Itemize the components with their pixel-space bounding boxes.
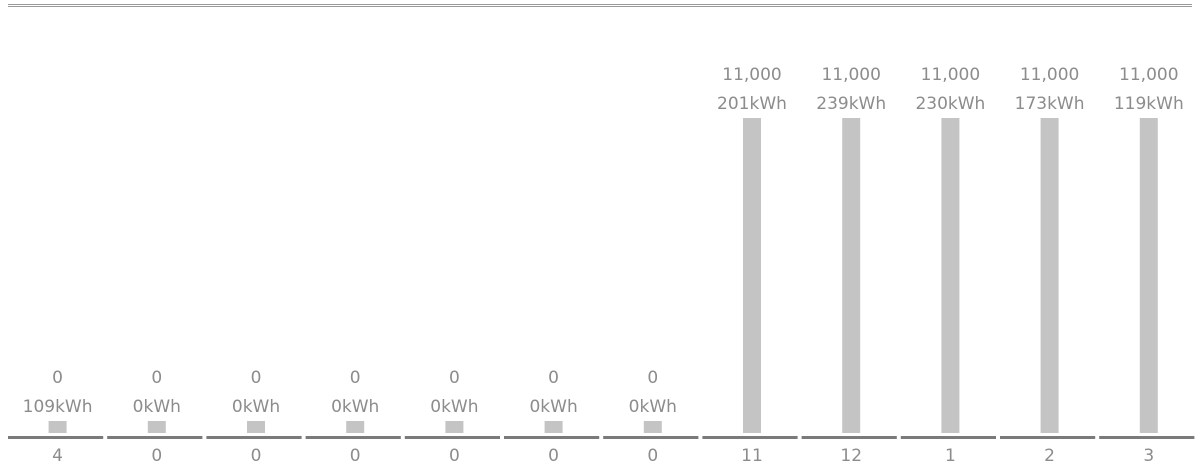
baseline-segment — [107, 436, 203, 439]
bar-amount-label: 0 — [548, 368, 559, 388]
x-tick-label: 3 — [1143, 446, 1154, 466]
bar-amount-label: 0 — [251, 368, 262, 388]
bar-kwh-label: 0kWh — [331, 397, 379, 417]
bar-kwh-label: 0kWh — [430, 397, 478, 417]
bar-amount-label: 0 — [151, 368, 162, 388]
baseline-segment — [206, 436, 302, 439]
bar — [445, 421, 464, 433]
x-tick-label: 12 — [840, 446, 862, 466]
bar — [842, 118, 861, 433]
top-rule — [8, 4, 1192, 7]
bar-kwh-label: 230kWh — [915, 94, 985, 114]
x-tick-label: 0 — [350, 446, 361, 466]
x-tick-label: 0 — [449, 446, 460, 466]
baseline-segment — [305, 436, 401, 439]
bar-amount-label: 11,000 — [1020, 65, 1079, 85]
bar-amount-label: 0 — [350, 368, 361, 388]
bar-kwh-label: 239kWh — [816, 94, 886, 114]
x-tick-label: 4 — [52, 446, 63, 466]
bar-amount-label: 11,000 — [921, 65, 980, 85]
bar — [1040, 118, 1059, 433]
x-tick-label: 2 — [1044, 446, 1055, 466]
bar-kwh-label: 0kWh — [133, 397, 181, 417]
bar-kwh-label: 0kWh — [629, 397, 677, 417]
bar-kwh-label: 173kWh — [1015, 94, 1085, 114]
baseline-segment — [702, 436, 798, 439]
bar-kwh-label: 119kWh — [1114, 94, 1184, 114]
x-tick-label: 0 — [548, 446, 559, 466]
x-tick-label: 0 — [151, 446, 162, 466]
x-tick-label: 0 — [647, 446, 658, 466]
bar — [544, 421, 563, 433]
baseline-segment — [8, 436, 104, 439]
bar — [643, 421, 662, 433]
bar-kwh-label: 109kWh — [23, 397, 93, 417]
bar-amount-label: 0 — [647, 368, 658, 388]
bar — [743, 118, 761, 433]
bar-amount-label: 11,000 — [821, 65, 880, 85]
x-tick-label: 0 — [251, 446, 262, 466]
x-tick-label: 11 — [741, 446, 763, 466]
bar-amount-label: 11,000 — [722, 65, 781, 85]
bar-kwh-label: 0kWh — [232, 397, 280, 417]
bar — [247, 421, 265, 433]
bar — [941, 118, 960, 433]
bar-amount-label: 11,000 — [1119, 65, 1178, 85]
bar — [48, 421, 67, 433]
baseline-segment — [801, 436, 897, 439]
baseline-segment — [603, 436, 699, 439]
baseline-segment — [1000, 436, 1096, 439]
bar — [147, 421, 166, 433]
bar-amount-label: 0 — [52, 368, 63, 388]
bar-kwh-label: 0kWh — [529, 397, 577, 417]
bar-amount-label: 0 — [449, 368, 460, 388]
baseline-segment — [504, 436, 600, 439]
baseline-segment — [1099, 436, 1195, 439]
bar-kwh-label: 201kWh — [717, 94, 787, 114]
baseline-segment — [900, 436, 996, 439]
baseline-segment — [404, 436, 500, 439]
bar — [346, 421, 365, 433]
x-tick-label: 1 — [945, 446, 956, 466]
bar — [1139, 118, 1158, 433]
